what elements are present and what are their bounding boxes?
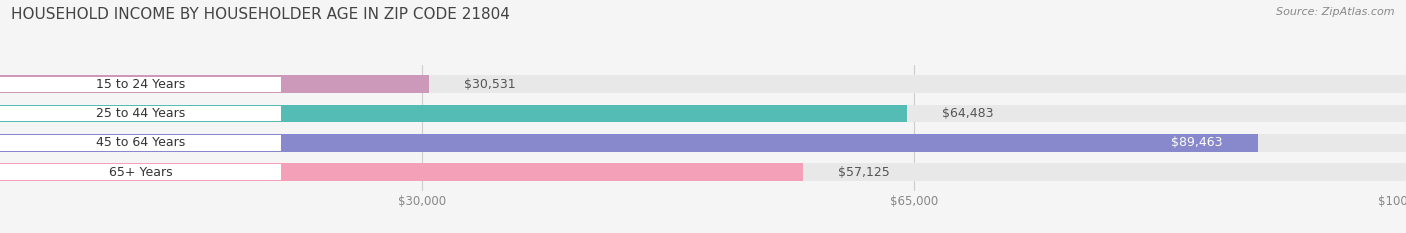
Text: $64,483: $64,483 (942, 107, 993, 120)
Bar (0, 134, 1258, 151)
Bar (0, 164, 281, 180)
Bar (0, 163, 1406, 181)
Bar (0, 106, 281, 121)
Text: 45 to 64 Years: 45 to 64 Years (96, 136, 186, 149)
Bar (0, 134, 1406, 151)
Text: $30,531: $30,531 (464, 78, 516, 91)
Text: HOUSEHOLD INCOME BY HOUSEHOLDER AGE IN ZIP CODE 21804: HOUSEHOLD INCOME BY HOUSEHOLDER AGE IN Z… (11, 7, 510, 22)
Text: 15 to 24 Years: 15 to 24 Years (96, 78, 186, 91)
Bar (0, 76, 281, 92)
Text: 65+ Years: 65+ Years (108, 165, 173, 178)
Text: $89,463: $89,463 (1171, 136, 1223, 149)
Bar (0, 135, 281, 151)
Text: $57,125: $57,125 (838, 165, 890, 178)
Bar (0, 75, 1406, 93)
Bar (0, 105, 907, 122)
Bar (0, 105, 1406, 122)
Bar (0, 163, 803, 181)
Text: Source: ZipAtlas.com: Source: ZipAtlas.com (1277, 7, 1395, 17)
Bar (0, 75, 429, 93)
Text: 25 to 44 Years: 25 to 44 Years (96, 107, 186, 120)
